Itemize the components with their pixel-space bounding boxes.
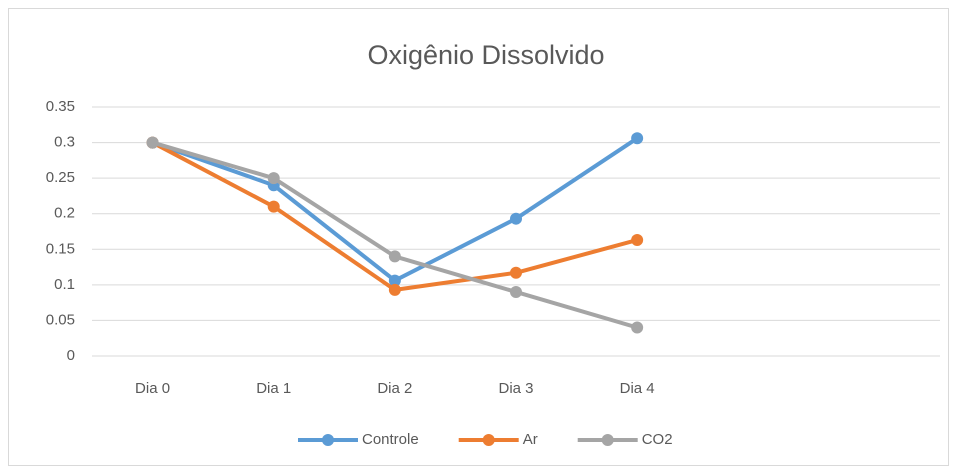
point	[267, 200, 280, 213]
legend-label: Ar	[523, 431, 538, 448]
point	[388, 250, 401, 263]
point	[388, 274, 401, 287]
point	[510, 212, 522, 225]
legend-marker	[601, 434, 614, 446]
chart-title: Oxigênio Dissolvido	[367, 40, 604, 70]
legend-marker	[482, 434, 495, 446]
point	[631, 234, 644, 247]
legend-label: CO2	[642, 431, 673, 448]
legend-label: Controle	[362, 431, 419, 448]
x-tick-label: Dia 4	[620, 380, 655, 397]
legend-marker	[322, 434, 334, 446]
y-tick-label: 0.1	[54, 276, 75, 293]
x-tick-label: Dia 0	[135, 380, 170, 397]
point	[631, 321, 644, 334]
point	[510, 285, 522, 298]
point	[631, 132, 644, 145]
point	[510, 266, 522, 279]
point	[388, 283, 401, 296]
y-tick-label: 0	[67, 347, 75, 364]
y-tick-label: 0.35	[46, 98, 75, 115]
point	[146, 136, 159, 149]
y-tick-label: 0.2	[54, 205, 75, 222]
y-tick-label: 0.15	[46, 240, 75, 257]
y-tick-label: 0.25	[46, 169, 75, 186]
y-tick-label: 0.05	[46, 311, 75, 328]
point	[267, 172, 280, 185]
x-tick-label: Dia 3	[498, 380, 533, 397]
x-tick-label: Dia 1	[256, 380, 291, 397]
y-tick-label: 0.3	[54, 134, 75, 151]
x-tick-label: Dia 2	[377, 380, 412, 397]
